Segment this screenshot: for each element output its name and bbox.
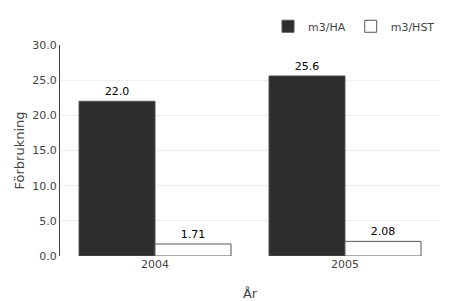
svg-text:m3/HST: m3/HST bbox=[391, 21, 435, 34]
svg-text:2005: 2005 bbox=[331, 258, 359, 271]
svg-text:30.0: 30.0 bbox=[32, 39, 57, 52]
svg-text:15.0: 15.0 bbox=[32, 144, 57, 157]
svg-text:10.0: 10.0 bbox=[32, 180, 57, 193]
svg-text:5.0: 5.0 bbox=[39, 215, 57, 228]
svg-text:m3/HA: m3/HA bbox=[308, 21, 346, 34]
svg-text:25.0: 25.0 bbox=[32, 74, 57, 87]
svg-text:1.71: 1.71 bbox=[181, 228, 206, 241]
svg-text:0.0: 0.0 bbox=[39, 250, 57, 263]
svg-text:Förbrukning: Förbrukning bbox=[12, 111, 27, 189]
svg-text:22.0: 22.0 bbox=[105, 85, 130, 98]
svg-text:År: År bbox=[243, 286, 258, 301]
svg-text:2.08: 2.08 bbox=[371, 225, 396, 238]
svg-text:25.6: 25.6 bbox=[295, 60, 320, 73]
svg-text:20.0: 20.0 bbox=[32, 109, 57, 122]
svg-text:2004: 2004 bbox=[141, 258, 169, 271]
